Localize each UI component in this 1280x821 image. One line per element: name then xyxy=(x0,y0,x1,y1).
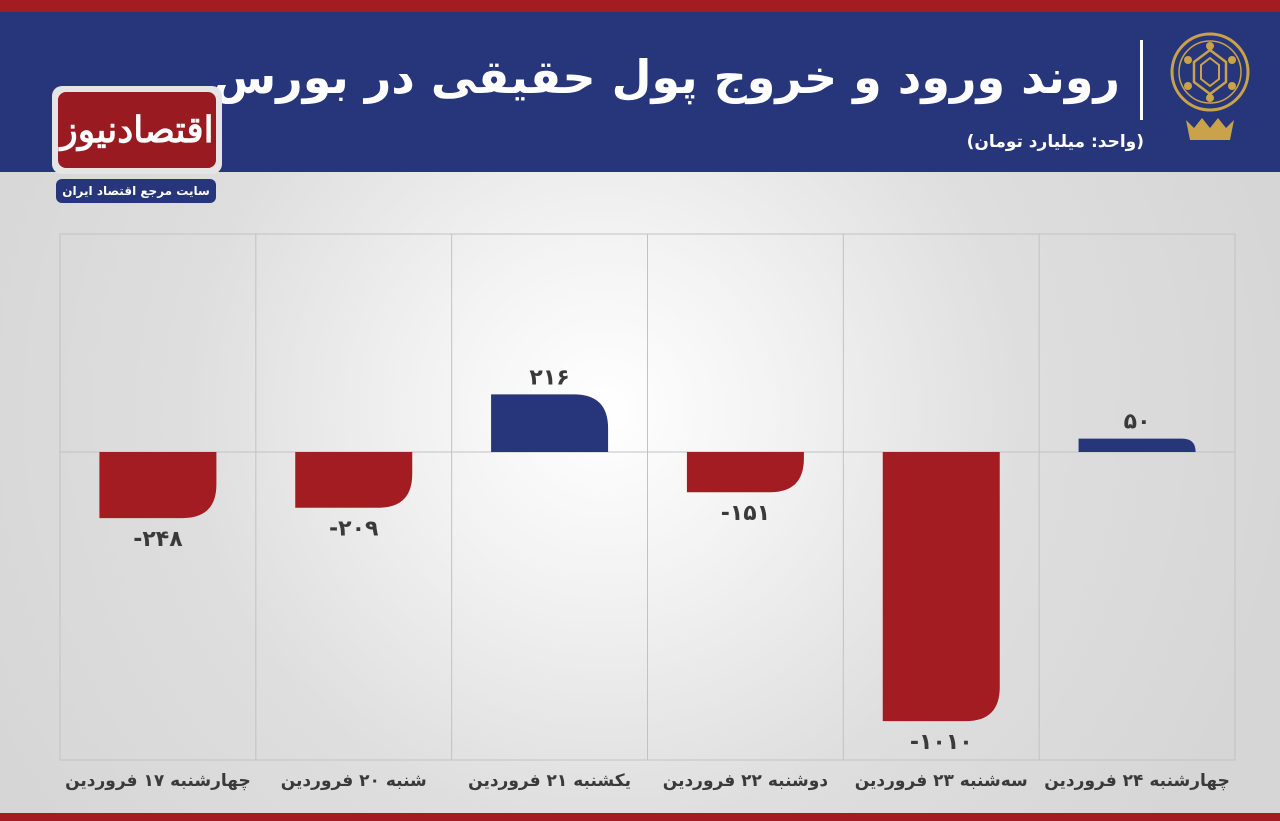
bar-6 xyxy=(1078,438,1196,452)
bar-value-label-6: ۵۰ xyxy=(1124,410,1151,435)
category-label-3: یکشنبه ۲۱ فروردین xyxy=(468,771,631,791)
logo-badge: اقتصادنیوز xyxy=(52,86,222,174)
category-label-2: شنبه ۲۰ فروردین xyxy=(281,771,427,791)
category-label-1: چهارشنبه ۱۷ فروردین xyxy=(65,771,251,791)
category-label-5: سه‌شنبه ۲۳ فروردین xyxy=(855,771,1028,791)
category-label-6: چهارشنبه ۲۴ فروردین xyxy=(1044,771,1230,791)
bar-value-label-4: -۱۵۱ xyxy=(721,501,770,526)
bar-value-label-2: -۲۰۹ xyxy=(329,517,378,542)
logo-wordmark: اقتصادنیوز xyxy=(60,109,214,151)
bar-3 xyxy=(491,394,609,452)
top-accent-stripe xyxy=(0,0,1280,12)
bar-value-label-1: -۲۴۸ xyxy=(133,527,183,552)
bar-4 xyxy=(686,452,804,493)
bar-1 xyxy=(99,452,217,519)
bottom-accent-stripe xyxy=(0,813,1280,821)
stock-exchange-emblem-icon xyxy=(1170,32,1250,140)
bar-5 xyxy=(882,452,1000,722)
title-divider xyxy=(1140,40,1143,120)
category-label-4: دوشنبه ۲۲ فروردین xyxy=(663,771,829,791)
bar-2 xyxy=(295,452,413,508)
bar-value-label-5: -۱۰۱۰ xyxy=(910,730,973,755)
bar-value-label-3: ۲۱۶ xyxy=(529,365,569,390)
logo-tagline: سایت مرجع اقتصاد ایران xyxy=(56,179,216,203)
logo-inner: اقتصادنیوز xyxy=(58,92,216,168)
page-title: روند ورود و خروج پول حقیقی در بورس xyxy=(212,50,1120,104)
unit-subtitle: (واحد: میلیارد تومان) xyxy=(966,132,1144,152)
